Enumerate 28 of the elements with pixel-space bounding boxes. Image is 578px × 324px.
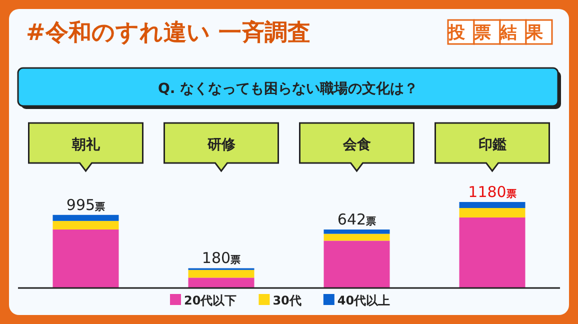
bar [52,220,119,230]
bar [324,230,390,234]
chart-subtitle: Q. なくなっても困らない職場の文化は？ [158,80,418,97]
legend-item: 20代以下 [170,294,237,308]
bar [188,278,254,288]
x-tick-label: 朝礼 [70,136,101,153]
legend-item: 40代以上 [323,294,390,308]
legend-label: 20代以下 [184,294,237,308]
bar [459,208,526,218]
annotation: 995票 [66,196,106,214]
bar [324,234,390,241]
legend-label: 30代 [272,294,302,308]
annotation: 投票結果 [447,19,553,45]
x-tick-label: 研修 [206,137,236,153]
annotation: 642票 [337,210,376,229]
chart-title: #令和のすれ違い 一斉調査 [26,19,310,46]
annotation: 180票 [202,249,241,268]
bar [52,214,119,221]
x-tick-label: 印鑑 [478,137,506,153]
x-tick-label: 会食 [342,137,371,153]
bar [52,230,119,288]
bar [324,240,390,288]
legend-item: 30代 [258,294,302,308]
bar [188,270,254,278]
annotation: 1180票 [468,183,516,201]
bar [459,202,526,208]
legend-label: 40代以上 [337,294,390,308]
bar [459,217,526,288]
